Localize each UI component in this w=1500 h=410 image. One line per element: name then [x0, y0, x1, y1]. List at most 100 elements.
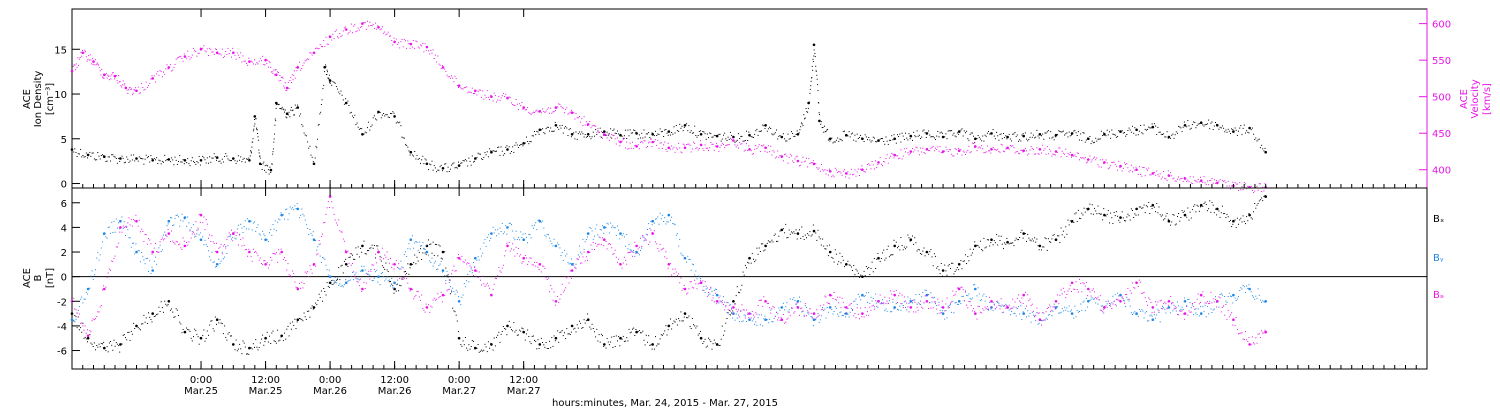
bottom-series-0-sample [97, 346, 99, 348]
top-series-0-sample [656, 135, 658, 136]
bottom-series-1-sample [167, 223, 169, 225]
top-series-0-sample [263, 161, 265, 163]
top-series-0-sample [392, 111, 394, 113]
bottom-series-1-sample [819, 319, 821, 321]
bottom-series-2-sample [657, 247, 659, 249]
bottom-series-2-sample [702, 280, 704, 282]
bottom-series-1-sample [441, 271, 443, 273]
bottom-series-2-sample [640, 237, 641, 239]
top-series-1-sample [263, 64, 265, 65]
bottom-series-2-sample [787, 317, 789, 319]
top-series-0-sample [166, 159, 168, 160]
top-series-1-sample [517, 109, 519, 111]
top-series-1-sample [551, 112, 553, 114]
top-series-0-sample [791, 131, 792, 133]
top-series-0-sample [809, 92, 811, 94]
bottom-series-0-sample [165, 303, 167, 305]
top-series-0-sample [519, 144, 521, 146]
top-series-0-sample [498, 146, 500, 148]
bottom-series-1-sample [1227, 296, 1229, 297]
top-series-1-sample [305, 59, 307, 61]
bottom-series-1-sample [1009, 314, 1011, 316]
bottom-series-2-sample [81, 322, 83, 324]
bottom-series-0-sample [576, 324, 578, 326]
bottom-series-0-sample [1216, 214, 1218, 216]
bottom-series-2-sample [546, 279, 548, 280]
top-series-1-point [603, 133, 606, 136]
bottom-series-1-sample [582, 238, 584, 240]
bottom-series-1-sample [83, 298, 85, 300]
bottom-series-0-sample [299, 318, 300, 319]
top-series-1-point [151, 77, 154, 80]
top-series-1-sample [1084, 156, 1086, 158]
bottom-series-2-sample [558, 301, 560, 303]
bottom-series-0-sample [114, 345, 116, 347]
bottom-series-0-sample [967, 256, 969, 258]
top-series-0-sample [1019, 139, 1021, 141]
bottom-series-1-sample [1230, 295, 1231, 297]
bottom-series-1-sample [543, 227, 545, 229]
bottom-series-1-point [296, 207, 300, 211]
bottom-series-1-sample [674, 224, 676, 226]
bottom-series-0-sample [1004, 242, 1006, 244]
top-series-0-sample [754, 133, 756, 135]
top-series-1-sample [1177, 178, 1178, 180]
bottom-series-0-point [764, 244, 767, 248]
bottom-series-0-sample [906, 246, 908, 248]
bottom-series-1-sample [345, 279, 347, 281]
top-series-0-sample [414, 151, 416, 152]
top-series-1-sample [824, 169, 826, 171]
bottom-series-0-sample [1163, 219, 1165, 221]
top-series-0-sample [364, 131, 366, 133]
bottom-series-2-sample [370, 270, 372, 272]
bottom-series-2-sample [350, 264, 352, 266]
top-series-1-point [732, 139, 735, 142]
top-series-1-sample [918, 154, 920, 156]
bottom-series-1-sample [1158, 312, 1160, 313]
top-series-0-sample [1173, 137, 1175, 139]
bottom-series-1-sample [1153, 314, 1155, 316]
bottom-series-1-sample [661, 214, 663, 216]
bottom-series-2-sample [561, 283, 563, 285]
top-series-1-sample [401, 39, 403, 40]
bottom-series-0-sample [880, 258, 882, 259]
bottom-series-0-sample [198, 343, 200, 345]
top-series-0-sample [649, 137, 651, 138]
bottom-series-0-sample [361, 251, 363, 253]
bottom-series-1-sample [948, 304, 950, 306]
top-series-1-sample [807, 166, 809, 168]
bottom-series-0-sample [251, 348, 253, 350]
bottom-series-0-sample [761, 243, 762, 245]
bottom-series-0-sample [364, 253, 366, 255]
top-series-1-sample [293, 74, 295, 76]
top-series-1-sample [734, 144, 736, 146]
top-series-0-sample [844, 130, 845, 132]
bottom-series-1-point [570, 263, 574, 266]
bottom-series-0-sample [202, 335, 204, 337]
bottom-series-2-sample [710, 286, 712, 288]
top-series-1-sample [706, 147, 708, 149]
bottom-series-1-sample [914, 299, 916, 301]
top-series-0-sample [883, 141, 885, 142]
top-series-1-sample [1102, 159, 1104, 161]
bottom-series-0-sample [328, 286, 330, 288]
bottom-series-1-sample [445, 280, 447, 281]
bottom-series-0-sample [793, 231, 795, 233]
bottom-series-0-sample [254, 346, 255, 348]
top-series-1-sample [671, 145, 673, 147]
top-series-0-sample [584, 134, 586, 136]
top-series-1-sample [920, 147, 921, 149]
bottom-series-2-sample [784, 322, 786, 324]
top-series-0-sample [706, 133, 708, 135]
bottom-series-0-sample [367, 250, 368, 252]
bottom-series-2-sample [512, 243, 514, 245]
bottom-series-2-sample [756, 313, 758, 315]
bottom-series-2-sample [328, 207, 330, 208]
bottom-series-0-sample [98, 343, 100, 345]
bottom-series-1-sample [672, 223, 674, 224]
top-series-1-sample [206, 48, 208, 50]
top-series-0-sample [492, 150, 494, 152]
top-series-0-sample [189, 165, 191, 167]
top-series-1-sample [1046, 146, 1048, 147]
top-series-0-sample [113, 155, 115, 157]
